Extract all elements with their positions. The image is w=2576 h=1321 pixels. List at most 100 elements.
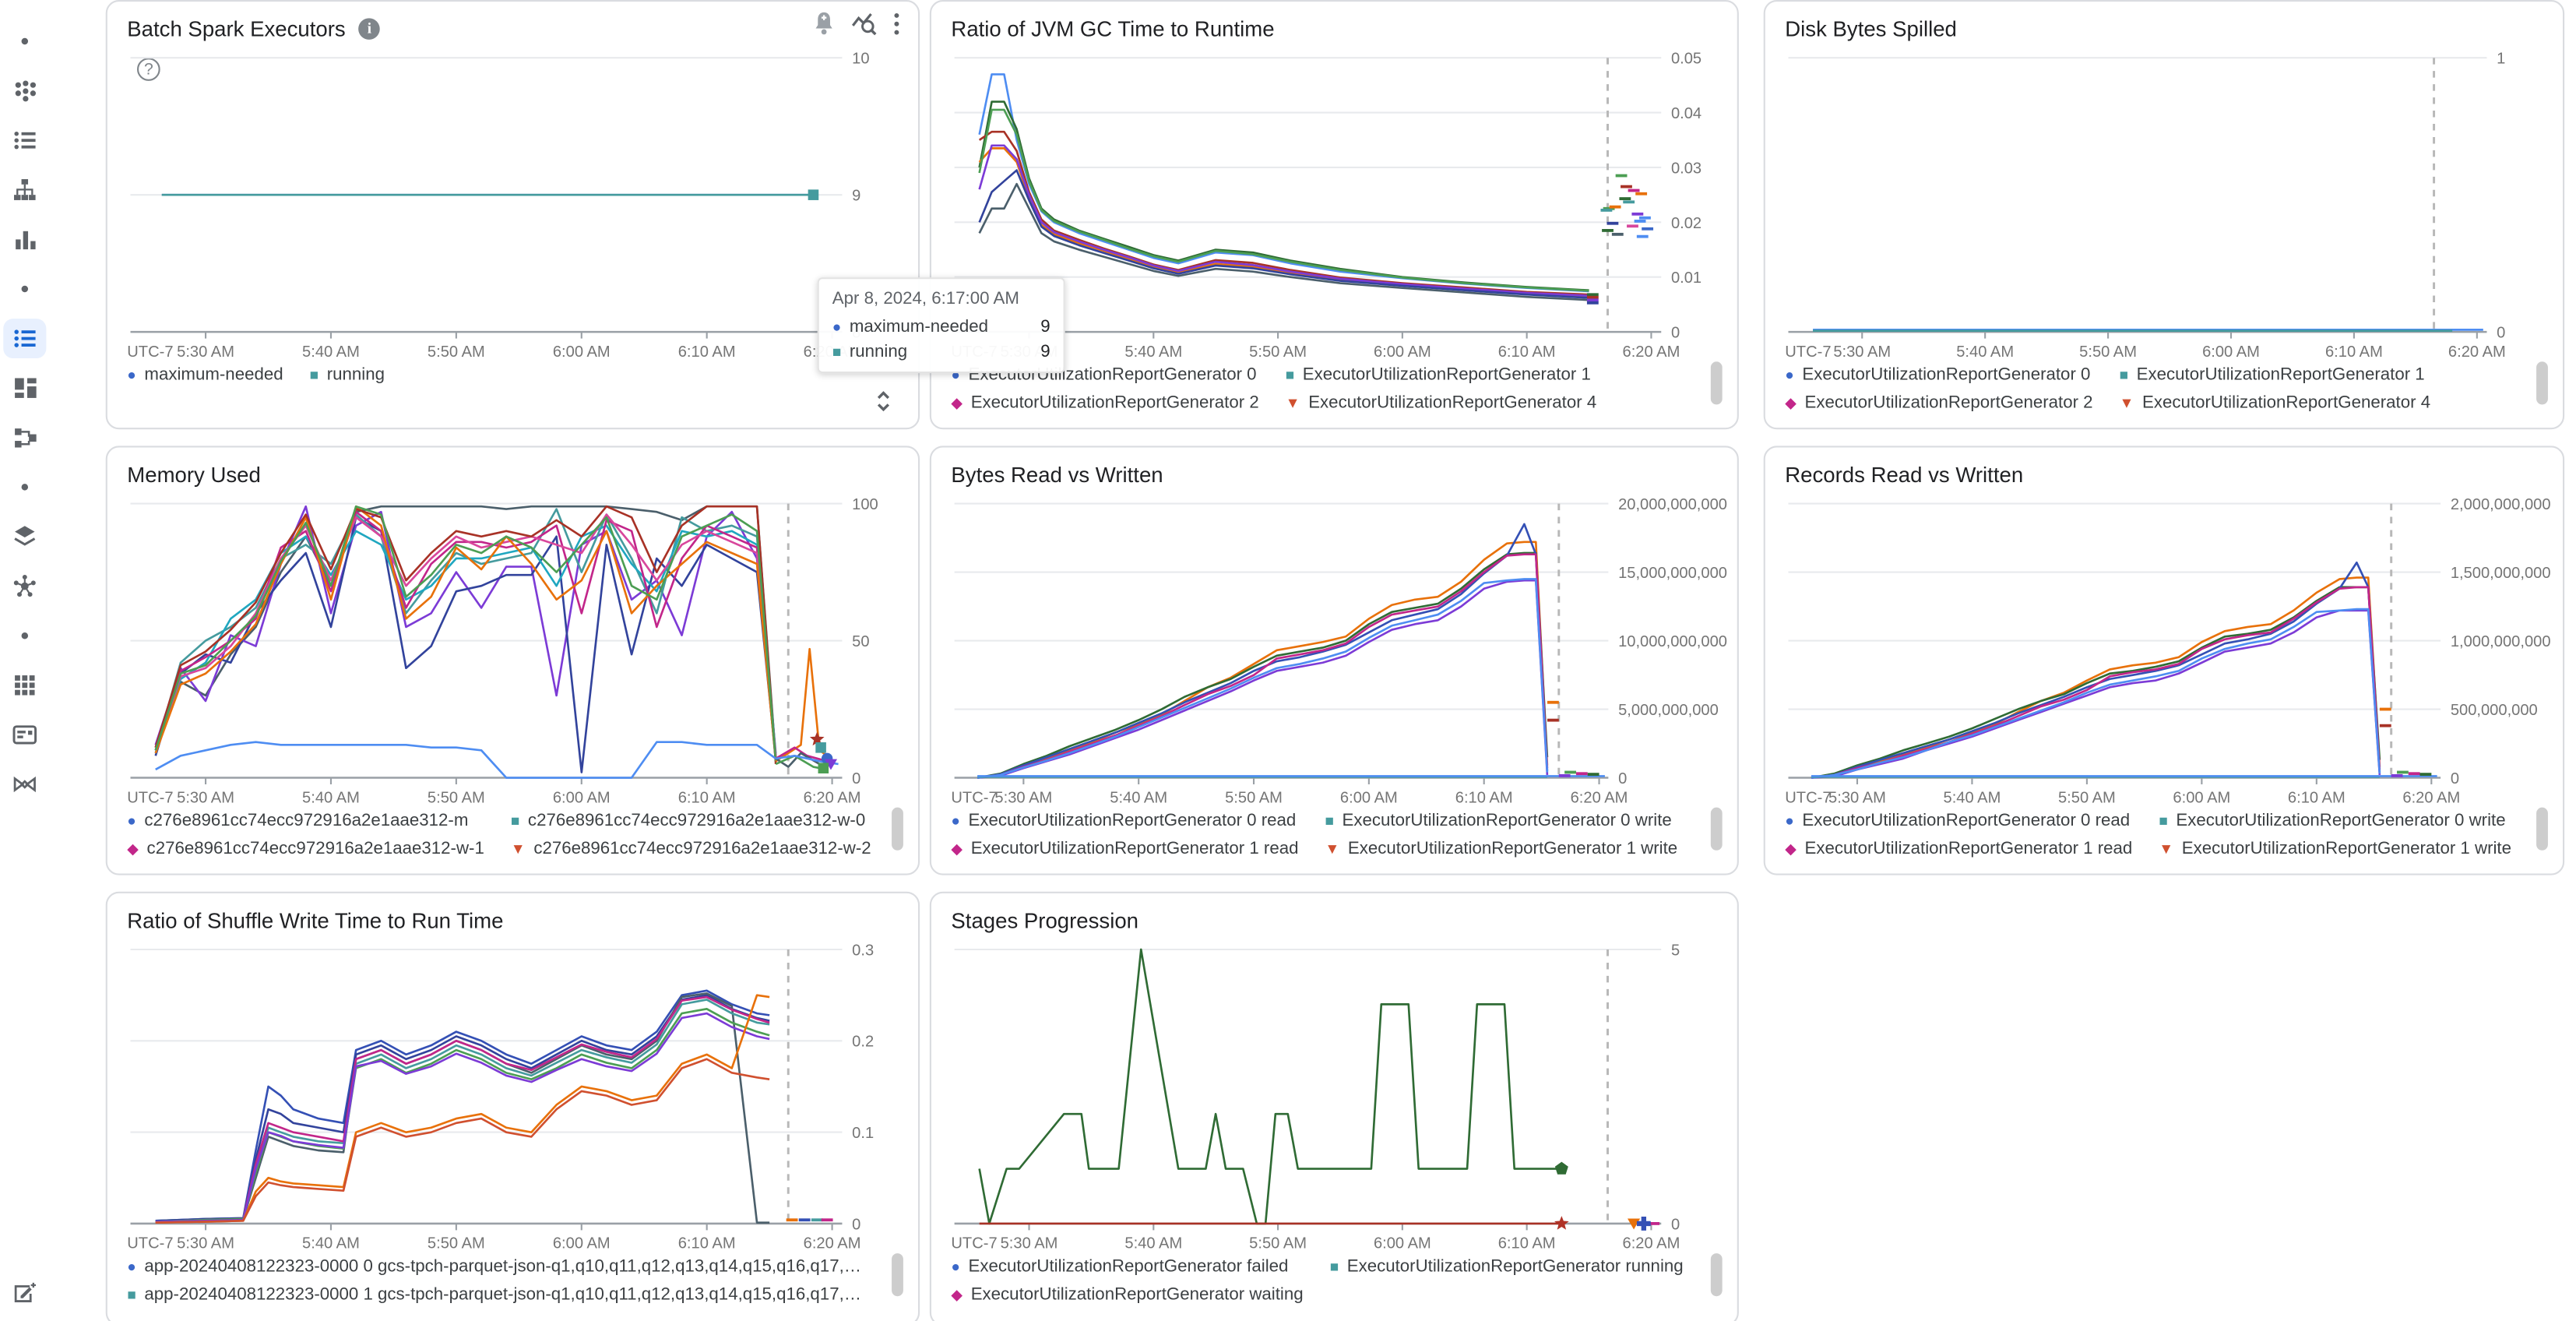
legend-item[interactable]: ◆ ExecutorUtilizationReportGenerator 1 re… [1785,839,2132,858]
toolbar-bell-button[interactable] [811,10,837,47]
x-tick-label: 6:20 AM [804,1235,861,1252]
legend-item[interactable]: ▼ ExecutorUtilizationReportGenerator 1 wr… [1325,839,1677,858]
x-tick-label: 6:20 AM [2402,789,2460,806]
series-r-blue [1811,561,2381,779]
list-icon [14,329,36,347]
legend-item[interactable]: ■ ExecutorUtilizationReportGenerator 1 [2120,365,2431,385]
chart-title: Ratio of JVM GC Time to Runtime [951,16,1275,41]
sidebar-item-barchart-4[interactable] [3,220,46,259]
legend-item[interactable]: ■ ExecutorUtilizationReportGenerator runn… [1330,1256,1684,1276]
legend-label: maximum-needed [144,365,283,385]
square-legend-marker-icon: ■ [2159,811,2168,829]
chart-canvas-stages-progression[interactable]: 5 0 5:30 AM 5:40 AM 5:50 AM 6:00 AM 6:10 AM 6:2… [945,936,1727,1252]
chart-canvas-disk-bytes-spilled[interactable]: 1 0 5:30 AM 5:40 AM 5:50 AM 6:00 AM 6:10 AM 6:2… [1779,44,2553,361]
sidebar-item-tree-3[interactable] [3,170,46,210]
legend-item[interactable]: ● ExecutorUtilizationReportGenerator 0 re… [951,811,1298,830]
alert-bell-icon [815,12,832,35]
legend-item[interactable]: ● ExecutorUtilizationReportGenerator fail… [951,1256,1303,1276]
sidebar-item-flow-8[interactable] [3,417,46,457]
sidebar-item-batches-1[interactable] [3,71,46,111]
legend-expand-control[interactable] [872,385,896,426]
legend-scrollbar[interactable] [2536,807,2548,851]
chart-legend: ● c276e8961cc74ecc972916a2e1aae312-m ■ c276… [127,811,878,858]
legend-item[interactable]: ● ExecutorUtilizationReportGenerator 0 re… [1785,811,2132,830]
legend-item[interactable]: ▼ c276e8961cc74ecc972916a2e1aae312-w-2 [511,839,871,858]
info-icon[interactable]: i [358,17,381,39]
legend-item[interactable]: ■ running [310,365,385,385]
legend-item[interactable]: ■ app-20240408122323-0000 1 gcs-tpch-parq… [127,1284,862,1304]
square-legend-marker-icon: ■ [510,811,520,829]
legend-scrollbar[interactable] [2536,361,2548,405]
chart-canvas-records-read-written[interactable]: 2,000,000,000 1,500,000,000 1,000,000,000 5… [1779,491,2553,806]
sidebar-item-grid-13[interactable] [3,665,46,705]
chart-canvas-shuffle-write-ratio[interactable]: 0.3 0.2 0.1 0 5:30 AM 5:40 AM 5:50 AM 6:00 AM 6:… [121,936,908,1252]
legend-item[interactable]: ◆ c276e8961cc74ecc972916a2e1aae312-w-1 [127,839,484,858]
legend-scrollbar[interactable] [1710,807,1723,851]
circle-legend-marker-icon: ● [1785,365,1794,382]
legend-item[interactable]: ● app-20240408122323-0000 0 gcs-tpch-parq… [127,1256,862,1276]
sidebar-item-list-6[interactable] [3,319,47,359]
square-legend-marker-icon: ■ [309,365,319,382]
legend-item[interactable]: ▼ ExecutorUtilizationReportGenerator 4 [1286,393,1597,413]
x-tick-label: 5:30 AM [1001,1235,1058,1252]
legend-item[interactable]: ● ExecutorUtilizationReportGenerator 0 [1785,365,2092,385]
chart-canvas-bytes-read-written[interactable]: 20,000,000,000 15,000,000,000 10,000,000,0… [945,491,1727,806]
toolbar-stats-button[interactable] [850,10,878,47]
sidebar-item-dot-5[interactable] [3,269,46,309]
tooltip-timestamp: Apr 8, 2024, 6:17:00 AM [832,288,1019,309]
chart-title: Stages Progression [951,907,1138,932]
sidebar-item-card-14[interactable] [3,715,46,755]
legend-label: ExecutorUtilizationReportGenerator waiti… [970,1284,1304,1305]
legend-item[interactable]: ■ ExecutorUtilizationReportGenerator 1 [1286,365,1597,385]
legend-label: ExecutorUtilizationReportGenerator 1 [2136,365,2425,385]
legend-scrollbar[interactable] [1710,1253,1723,1297]
legend-item[interactable]: ◆ ExecutorUtilizationReportGenerator 2 [1785,393,2092,413]
diamond-legend-marker-icon: ◆ [1785,393,1797,410]
legend-item[interactable]: ■ c276e8961cc74ecc972916a2e1aae312-w-0 [511,811,871,830]
legend-item[interactable]: ● maximum-needed [127,365,283,385]
legend-item[interactable]: ◆ ExecutorUtilizationReportGenerator wait… [951,1284,1303,1304]
dot-icon [21,37,29,45]
legend-scrollbar[interactable] [1710,361,1723,405]
y-tick-label: 0 [1671,1216,1680,1233]
legend-item[interactable]: ● c276e8961cc74ecc972916a2e1aae312-m [127,811,484,830]
sidebar-item-dot-9[interactable] [3,467,46,507]
series-b-magenta [977,553,1549,779]
legend-scrollbar[interactable] [892,807,903,851]
legend-item[interactable]: ■ ExecutorUtilizationReportGenerator 0 wr… [2159,811,2511,830]
square-legend-marker-icon: ■ [2119,365,2129,382]
legend-item[interactable]: ◆ ExecutorUtilizationReportGenerator 2 [951,393,1258,413]
timezone-label: UTC-7 [127,1235,173,1252]
sidebar-item-bowtie-15[interactable] [3,765,46,805]
sidebar-item-hub-11[interactable] [3,566,46,606]
sidebar-item-dot-12[interactable] [3,616,46,656]
chart-card-memory-used: Memory Used 100 50 0 5:30 AM 5:40 AM 5:50 AM 6:… [105,446,920,875]
sidebar-item-dashboard-7[interactable] [3,368,46,408]
legend-item[interactable]: ■ ExecutorUtilizationReportGenerator 0 wr… [1325,811,1677,830]
series-b-purple [977,579,1549,779]
series-s-navy [155,994,770,1222]
legend-item[interactable]: ◆ ExecutorUtilizationReportGenerator 1 re… [951,839,1298,858]
chart-canvas-batch-spark-executors[interactable]: 10985:30 AM5:40 AM5:50 AM6:00 AM6:10 AM6… [121,44,908,361]
chart-canvas-memory-used[interactable]: 100 50 0 5:30 AM 5:40 AM 5:50 AM 6:00 AM 6:10 A… [121,491,908,806]
legend-label: ExecutorUtilizationReportGenerator 0 rea… [968,810,1297,831]
sidebar-item-layers-10[interactable] [3,517,46,557]
chart-header: Stages Progression [931,893,1737,933]
legend-label: ExecutorUtilizationReportGenerator 1 rea… [970,838,1299,859]
diamond-legend-marker-icon: ◆ [951,1285,963,1302]
sidebar-item-list-2[interactable] [3,121,46,160]
legend-item[interactable]: ● ExecutorUtilizationReportGenerator 0 [951,365,1258,385]
timezone-label: UTC-7 [951,789,997,806]
sidebar-item-compose-16[interactable] [3,1273,46,1313]
chart-toolbar [811,10,902,47]
legend-item[interactable]: ▼ ExecutorUtilizationReportGenerator 1 wr… [2159,839,2511,858]
legend-item[interactable]: ▼ ExecutorUtilizationReportGenerator 4 [2120,393,2431,413]
sidebar-item-dot-0[interactable] [3,22,46,62]
y-tick-label: 0 [2497,325,2505,342]
legend-scrollbar[interactable] [892,1253,903,1297]
series-b-blue [977,523,1549,779]
help-icon[interactable]: ? [137,58,160,81]
toolbar-kebab-button[interactable] [892,10,902,47]
